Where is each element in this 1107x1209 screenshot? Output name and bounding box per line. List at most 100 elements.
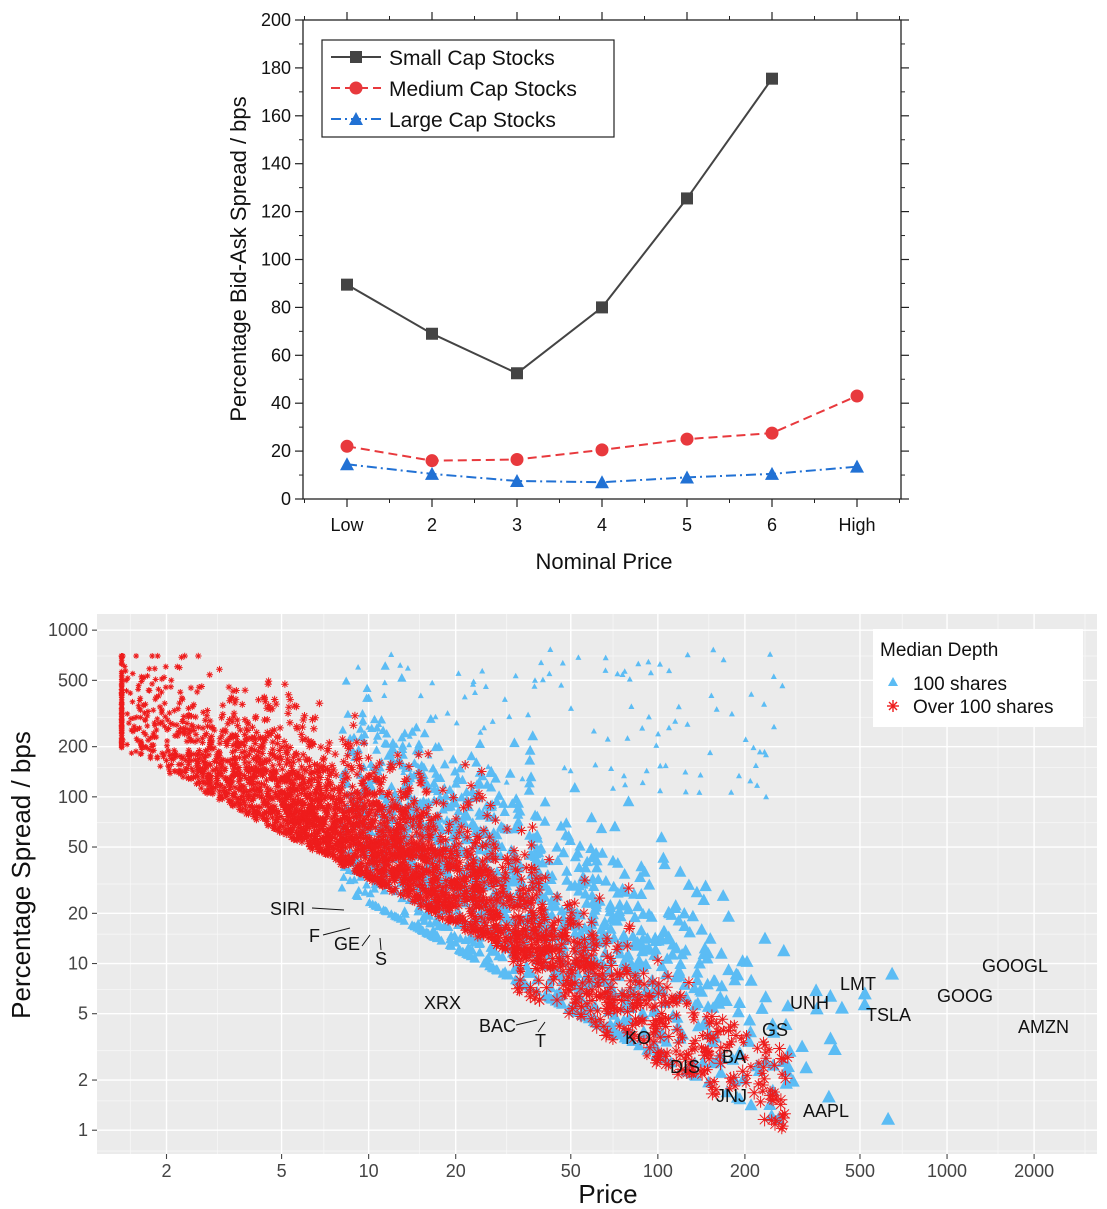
scatter-point-100-shares	[358, 716, 368, 725]
scatter-point-over-100-shares	[318, 803, 327, 812]
scatter-point-100-shares	[679, 944, 692, 956]
scatter-point-over-100-shares	[681, 999, 692, 1009]
scatter-point-over-100-shares	[182, 769, 189, 776]
scatter-point-over-100-shares	[531, 949, 545, 963]
scatter-point-over-100-shares	[336, 795, 345, 804]
scatter-point-over-100-shares	[506, 894, 517, 905]
stock-label-unh: UNH	[790, 993, 829, 1013]
legend-label-over-100-shares: Over 100 shares	[913, 697, 1053, 718]
scatter-point-over-100-shares	[357, 832, 366, 842]
scatter-point-over-100-shares	[294, 768, 302, 777]
scatter-point-over-100-shares	[286, 743, 294, 752]
scatter-point-over-100-shares	[495, 892, 506, 903]
scatter-point-over-100-shares	[336, 818, 345, 827]
scatter-point-over-100-shares	[371, 810, 380, 820]
scatter-point-over-100-shares	[501, 920, 512, 930]
scatter-point-over-100-shares	[504, 900, 515, 911]
scatter-point-100-shares	[763, 751, 769, 758]
scatter-point-over-100-shares	[304, 784, 313, 792]
scatter-point-over-100-shares	[528, 942, 539, 953]
scatter-point-100-shares	[406, 741, 413, 748]
scatter-point-100-shares	[414, 739, 424, 749]
scatter-point-over-100-shares	[240, 772, 248, 780]
scatter-point-100-shares	[705, 1035, 719, 1048]
scatter-point-over-100-shares	[313, 829, 322, 838]
scatter-point-over-100-shares	[484, 905, 495, 915]
scatter-point-over-100-shares	[313, 797, 322, 805]
scatter-point-100-shares	[710, 646, 717, 653]
scatter-point-over-100-shares	[323, 827, 332, 836]
scatter-point-100-shares	[699, 879, 712, 892]
scatter-point-over-100-shares	[400, 868, 410, 878]
scatter-point-over-100-shares	[331, 855, 340, 864]
scatter-point-100-shares	[388, 651, 395, 657]
scatter-point-over-100-shares	[310, 838, 319, 847]
scatter-point-100-shares	[581, 855, 593, 867]
scatter-point-over-100-shares	[221, 767, 229, 774]
scatter-point-over-100-shares	[754, 1096, 767, 1108]
scatter-point-over-100-shares	[501, 934, 512, 945]
scatter-point-100-shares	[433, 917, 443, 927]
scatter-point-over-100-shares	[364, 771, 374, 780]
scatter-point-over-100-shares	[353, 749, 362, 758]
scatter-point-over-100-shares	[388, 763, 398, 772]
scatter-point-over-100-shares	[471, 901, 482, 911]
scatter-point-over-100-shares	[574, 1007, 588, 1021]
scatter-point-over-100-shares	[185, 761, 192, 768]
scatter-point-over-100-shares	[351, 806, 360, 815]
scatter-point-over-100-shares	[199, 739, 206, 746]
scatter-point-over-100-shares	[181, 652, 188, 660]
scatter-point-over-100-shares	[370, 789, 379, 798]
scatter-point-over-100-shares	[191, 738, 199, 745]
scatter-point-over-100-shares	[218, 727, 226, 735]
scatter-point-over-100-shares	[253, 808, 261, 816]
scatter-point-100-shares	[755, 1001, 769, 1014]
scatter-point-over-100-shares	[356, 861, 365, 870]
scatter-point-over-100-shares	[314, 845, 323, 854]
scatter-point-over-100-shares	[453, 891, 464, 901]
scatter-point-over-100-shares	[364, 811, 373, 820]
scatter-point-over-100-shares	[150, 733, 156, 740]
scatter-point-over-100-shares	[310, 775, 319, 783]
legend-label-medium-cap: Medium Cap Stocks	[389, 78, 577, 101]
scatter-point-100-shares	[557, 847, 569, 858]
scatter-point-over-100-shares	[228, 731, 236, 739]
scatter-point-100-shares	[503, 779, 510, 785]
scatter-point-over-100-shares	[460, 760, 470, 770]
scatter-point-over-100-shares	[194, 758, 201, 765]
scatter-point-over-100-shares	[527, 910, 538, 921]
scatter-point-over-100-shares	[233, 798, 241, 806]
scatter-point-over-100-shares	[228, 718, 236, 726]
scatter-point-over-100-shares	[222, 793, 230, 801]
scatter-point-over-100-shares	[451, 833, 461, 844]
scatter-point-100-shares	[499, 806, 510, 816]
scatter-point-over-100-shares	[284, 709, 292, 718]
scatter-point-over-100-shares	[299, 750, 307, 759]
scatter-point-over-100-shares	[267, 768, 275, 776]
legend-entry-small-cap: Small Cap Stocks	[331, 47, 555, 70]
scatter-point-100-shares	[639, 725, 646, 731]
scatter-point-over-100-shares	[253, 728, 261, 736]
scatter-point-over-100-shares	[525, 898, 536, 909]
top-x-axis-label: Nominal Price	[536, 549, 673, 574]
scatter-point-over-100-shares	[443, 916, 453, 926]
scatter-point-over-100-shares	[392, 869, 401, 879]
scatter-point-over-100-shares	[199, 758, 207, 765]
scatter-point-over-100-shares	[445, 903, 455, 914]
scatter-point-over-100-shares	[275, 795, 284, 803]
scatter-point-over-100-shares	[262, 776, 271, 784]
scatter-point-over-100-shares	[250, 733, 259, 741]
scatter-point-over-100-shares	[658, 1018, 670, 1030]
scatter-point-over-100-shares	[297, 811, 306, 820]
top-x-tick-label: 6	[767, 515, 777, 535]
scatter-point-over-100-shares	[443, 825, 454, 835]
scatter-point-over-100-shares	[270, 726, 278, 734]
top-series-large-cap-stocks	[340, 457, 864, 489]
scatter-point-over-100-shares	[730, 1081, 740, 1091]
scatter-point-100-shares	[362, 880, 371, 889]
scatter-point-over-100-shares	[425, 829, 435, 839]
scatter-point-100-shares	[560, 829, 572, 840]
scatter-point-over-100-shares	[274, 814, 282, 822]
scatter-point-over-100-shares	[388, 841, 397, 851]
scatter-point-over-100-shares	[216, 787, 223, 795]
